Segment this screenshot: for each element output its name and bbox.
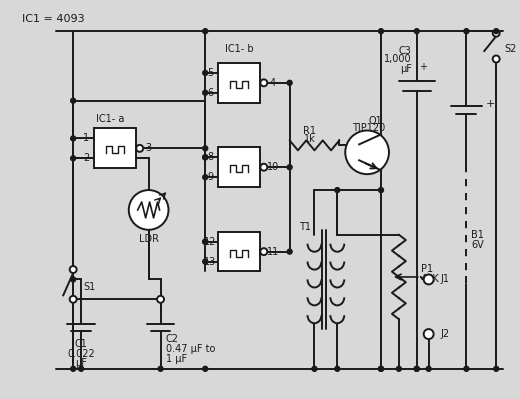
Circle shape xyxy=(203,155,207,160)
Circle shape xyxy=(261,248,267,255)
Text: 10: 10 xyxy=(267,162,279,172)
Text: 3: 3 xyxy=(146,143,152,153)
Text: +: + xyxy=(486,99,496,109)
Circle shape xyxy=(71,98,75,103)
Circle shape xyxy=(129,190,168,230)
Text: 5: 5 xyxy=(207,68,213,78)
Circle shape xyxy=(203,259,207,264)
Circle shape xyxy=(396,366,401,371)
Text: C1: C1 xyxy=(75,339,87,349)
Circle shape xyxy=(493,30,500,37)
Circle shape xyxy=(71,136,75,141)
Circle shape xyxy=(493,29,499,34)
Circle shape xyxy=(70,296,76,303)
Text: T1: T1 xyxy=(298,222,310,232)
Text: 8: 8 xyxy=(207,152,213,162)
Circle shape xyxy=(79,366,84,371)
Text: µF: µF xyxy=(400,64,412,74)
Text: LDR: LDR xyxy=(139,234,159,244)
Text: IC1- a: IC1- a xyxy=(96,114,124,124)
Text: 1 µF: 1 µF xyxy=(165,354,187,364)
Circle shape xyxy=(379,29,383,34)
Text: IC1 = 4093: IC1 = 4093 xyxy=(21,14,84,24)
Circle shape xyxy=(261,164,267,171)
Text: S1: S1 xyxy=(83,282,95,292)
Text: 12: 12 xyxy=(204,237,216,247)
Circle shape xyxy=(493,55,500,63)
Circle shape xyxy=(414,366,419,371)
Circle shape xyxy=(345,130,389,174)
Circle shape xyxy=(379,366,383,371)
Text: S2: S2 xyxy=(504,44,516,54)
Circle shape xyxy=(424,329,434,339)
Circle shape xyxy=(287,80,292,85)
Circle shape xyxy=(312,366,317,371)
Text: 1,000: 1,000 xyxy=(384,54,412,64)
Circle shape xyxy=(71,366,75,371)
Text: R1: R1 xyxy=(303,126,316,136)
Text: 2: 2 xyxy=(83,153,89,163)
Text: 0.47 µF to: 0.47 µF to xyxy=(165,344,215,354)
Circle shape xyxy=(70,266,76,273)
Circle shape xyxy=(424,275,434,284)
Circle shape xyxy=(379,366,383,371)
Text: 9: 9 xyxy=(207,172,213,182)
Text: 47K: 47K xyxy=(421,274,439,284)
Circle shape xyxy=(287,249,292,254)
Circle shape xyxy=(203,29,207,34)
Bar xyxy=(218,232,260,271)
Circle shape xyxy=(464,366,469,371)
Circle shape xyxy=(71,277,75,282)
Text: 13: 13 xyxy=(204,257,216,267)
Text: B1: B1 xyxy=(471,230,484,240)
Text: C2: C2 xyxy=(165,334,178,344)
Circle shape xyxy=(287,165,292,170)
Text: J1: J1 xyxy=(440,275,450,284)
Text: Q1: Q1 xyxy=(368,116,382,126)
Circle shape xyxy=(203,366,207,371)
Text: 0.022: 0.022 xyxy=(67,349,95,359)
Text: 1: 1 xyxy=(83,133,89,143)
Text: 6V: 6V xyxy=(471,240,484,250)
Text: J2: J2 xyxy=(440,329,450,339)
Circle shape xyxy=(157,296,164,303)
Text: C3: C3 xyxy=(399,46,412,56)
Text: IC1- b: IC1- b xyxy=(225,44,253,54)
Circle shape xyxy=(158,366,163,371)
Circle shape xyxy=(464,29,469,34)
Circle shape xyxy=(379,188,383,193)
Circle shape xyxy=(414,29,419,34)
Circle shape xyxy=(203,239,207,244)
Circle shape xyxy=(426,366,431,371)
Circle shape xyxy=(493,366,499,371)
Circle shape xyxy=(335,188,340,193)
Bar xyxy=(94,128,136,168)
Circle shape xyxy=(203,70,207,75)
Circle shape xyxy=(71,156,75,161)
Circle shape xyxy=(261,79,267,86)
Circle shape xyxy=(203,155,207,160)
Text: P1: P1 xyxy=(421,264,433,274)
Circle shape xyxy=(203,175,207,180)
Circle shape xyxy=(414,366,419,371)
Text: µF: µF xyxy=(75,358,87,368)
Text: +: + xyxy=(419,62,427,72)
Text: 11: 11 xyxy=(267,247,279,257)
Bar xyxy=(218,147,260,187)
Bar xyxy=(218,63,260,103)
Text: 1k: 1k xyxy=(304,134,315,144)
Circle shape xyxy=(203,90,207,95)
Circle shape xyxy=(203,239,207,244)
Text: 4: 4 xyxy=(270,78,276,88)
Text: 6: 6 xyxy=(207,88,213,98)
Circle shape xyxy=(335,366,340,371)
Text: TIP120: TIP120 xyxy=(353,124,386,134)
Circle shape xyxy=(203,146,207,151)
Circle shape xyxy=(136,145,143,152)
